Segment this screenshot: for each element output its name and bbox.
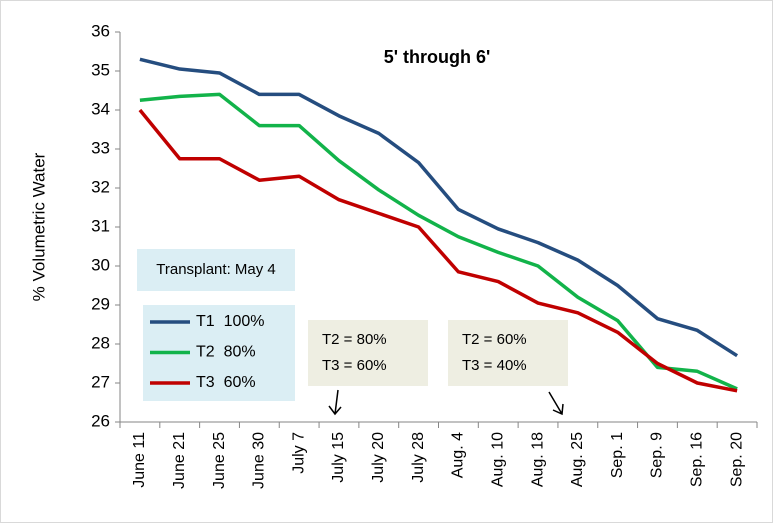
x-tick-label: July 15 xyxy=(330,432,347,483)
y-tick-label: 31 xyxy=(91,216,110,235)
series-line xyxy=(139,57,739,358)
y-tick-label: 34 xyxy=(91,99,110,118)
series-line xyxy=(138,108,738,393)
annotation-text: T3 = 40% xyxy=(462,357,527,374)
x-tick-label: July 20 xyxy=(370,432,387,483)
annotation-box xyxy=(308,320,428,386)
y-tick-label: 35 xyxy=(91,60,110,79)
x-tick-label: Sep. 20 xyxy=(728,432,745,487)
annotation-text: Transplant: May 4 xyxy=(156,261,276,278)
y-tick-label: 26 xyxy=(91,411,110,430)
x-tick-label: Sep. 9 xyxy=(649,432,666,478)
chart-title: 5' through 6' xyxy=(384,47,491,67)
x-tick-label: Aug. 4 xyxy=(450,432,467,478)
y-tick-label: 27 xyxy=(91,372,110,391)
x-tick-label: June 25 xyxy=(211,432,228,489)
x-tick-label: July 28 xyxy=(410,432,427,483)
annotation-text: T2 = 60% xyxy=(462,331,527,348)
x-tick-label: Aug. 25 xyxy=(569,432,586,487)
annotation-text: T2 = 80% xyxy=(322,331,387,348)
legend-label: T1 100% xyxy=(196,313,264,330)
y-tick-label: 36 xyxy=(91,21,110,40)
arrow xyxy=(548,391,564,416)
x-tick-label: June 30 xyxy=(251,432,268,489)
x-tick-label: June 11 xyxy=(131,432,148,488)
y-tick-label: 28 xyxy=(91,333,110,352)
legend-label: T3 60% xyxy=(196,374,256,391)
series-line xyxy=(139,92,738,391)
y-tick-label: 29 xyxy=(91,294,110,313)
annotation-text: T3 = 60% xyxy=(322,357,387,374)
y-tick-label: 30 xyxy=(91,255,110,274)
annotation-box xyxy=(137,249,295,291)
y-tick-label: 33 xyxy=(91,138,110,157)
y-axis-label: % Volumetric Water xyxy=(29,152,48,301)
annotation-box xyxy=(448,320,568,386)
x-tick-label: Sep. 1 xyxy=(609,432,626,478)
x-tick-label: Sep. 16 xyxy=(689,432,706,487)
x-tick-label: June 21 xyxy=(171,432,188,489)
legend-label: T2 80% xyxy=(196,344,256,361)
arrow xyxy=(328,389,342,416)
x-tick-label: Aug. 10 xyxy=(489,432,506,487)
y-tick-label: 32 xyxy=(91,177,110,196)
x-tick-label: July 7 xyxy=(290,432,307,474)
x-tick-label: Aug. 18 xyxy=(529,432,546,487)
